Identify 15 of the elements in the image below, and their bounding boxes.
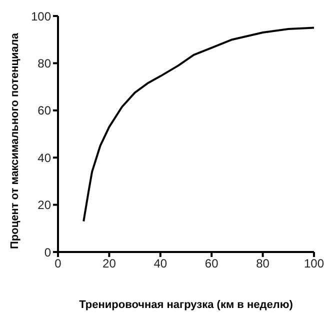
- x-tick-label: 40: [154, 256, 168, 271]
- y-tick-label: 0: [44, 245, 52, 260]
- x-tick-label: 100: [304, 256, 324, 271]
- y-tick-label: 80: [38, 56, 52, 70]
- line-series: [82, 26, 314, 222]
- x-tick-label: 0: [54, 256, 62, 271]
- y-tick-label: 20: [38, 198, 52, 212]
- y-axis-title: Процент от максимального потенциала: [8, 32, 21, 249]
- x-axis-title: Тренировочная нагрузка (км в неделю): [79, 298, 294, 311]
- y-tick-label: 60: [38, 104, 52, 118]
- y-tick-label: 100: [30, 9, 52, 24]
- x-tick-label: 20: [102, 256, 116, 271]
- y-tick-label: 40: [38, 150, 52, 165]
- x-tick-label: 80: [256, 256, 270, 271]
- x-tick-label: 60: [204, 256, 219, 271]
